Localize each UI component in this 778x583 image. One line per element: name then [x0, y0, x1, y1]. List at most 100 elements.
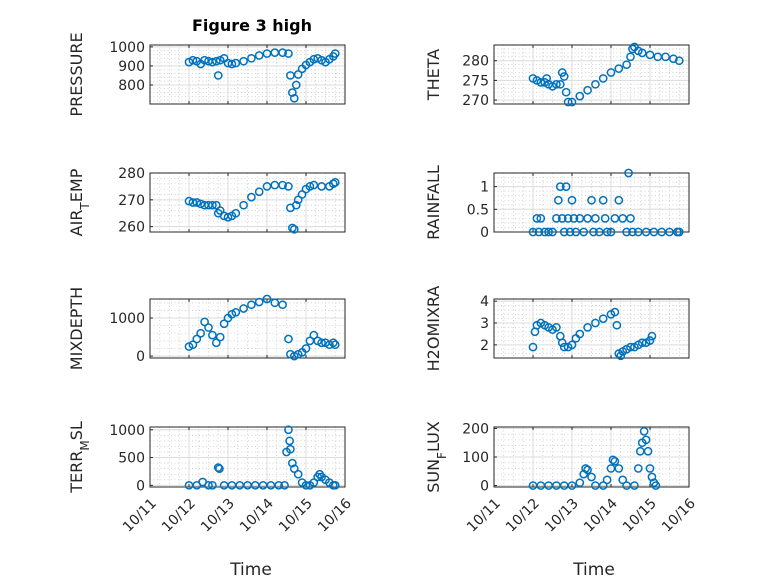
data-point: [608, 455, 618, 465]
data-point: [565, 227, 575, 237]
x-tick-label: 10/11: [464, 496, 504, 536]
data-point: [305, 182, 315, 191]
series-points: [184, 48, 340, 103]
data-point: [247, 192, 256, 202]
y-axis-label: PRESSURE: [67, 32, 86, 116]
data-point: [291, 200, 301, 210]
x-tick-label: 10/11: [120, 496, 160, 536]
y-tick-label: 900: [118, 59, 145, 75]
data-point: [645, 50, 655, 60]
data-point: [645, 336, 655, 345]
data-point: [575, 478, 585, 488]
data-point: [583, 85, 592, 95]
x-tick-label: 10/15: [276, 496, 316, 536]
data-point: [288, 458, 297, 468]
data-point: [544, 227, 553, 237]
data-point: [270, 298, 280, 308]
panel-air-temp: 260 270 280 AIRTEMP: [67, 166, 346, 236]
data-point: [591, 318, 600, 328]
data-point: [591, 79, 600, 89]
data-point: [284, 334, 293, 344]
data-point: [598, 481, 608, 490]
data-point: [330, 49, 340, 58]
data-point: [567, 195, 577, 205]
data-point: [637, 338, 647, 348]
panel-sun-flux: 0 100 200 10/11 10/12 10/13 10/14 10/15 10/16 SUN…: [424, 421, 699, 535]
series-points: [528, 42, 684, 107]
y-tick-label: 0: [480, 479, 489, 495]
data-point: [602, 475, 612, 485]
data-point: [626, 342, 635, 352]
y-tick-label: 1000: [109, 311, 145, 327]
data-point: [254, 187, 264, 197]
data-point: [561, 182, 571, 191]
data-point: [555, 182, 565, 191]
y-tick-label: 280: [118, 166, 145, 182]
data-point: [639, 426, 649, 436]
y-tick-label: 0: [136, 478, 145, 494]
x-tick-label: 10/14: [237, 496, 277, 536]
y-tick-label: 0: [480, 225, 489, 241]
data-point: [288, 88, 297, 97]
data-point: [213, 71, 223, 80]
data-point: [328, 179, 338, 189]
series-points: [184, 178, 340, 234]
data-point: [208, 57, 217, 67]
data-point: [213, 463, 223, 472]
data-point: [293, 70, 303, 79]
data-point: [563, 97, 573, 107]
panel-terr-msl: 0 500 1000 10/11 10/12 10/13 10/14 10/15 10/16 TE…: [67, 421, 355, 535]
y-tick-label: 275: [462, 73, 489, 89]
data-point: [289, 464, 299, 474]
data-point: [610, 456, 620, 466]
data-point: [598, 74, 608, 83]
data-point: [624, 168, 633, 178]
panel-pressure: 800 900 1000 PRESSURE: [67, 32, 346, 117]
data-point: [291, 80, 301, 90]
data-point: [641, 435, 651, 445]
y-axis-label: MIXDEPTH: [67, 287, 86, 370]
data-point: [528, 342, 538, 352]
data-point: [561, 87, 571, 97]
data-point: [286, 444, 295, 454]
data-point: [626, 52, 635, 62]
data-point: [622, 227, 631, 237]
data-point: [188, 340, 198, 350]
data-point: [591, 214, 600, 223]
y-tick-label: 1: [480, 180, 489, 196]
data-point: [239, 304, 248, 313]
y-tick-label: 500: [118, 451, 145, 467]
data-point: [188, 55, 198, 65]
data-point: [602, 227, 612, 237]
panel-theta: 270 275 280 THETA: [424, 42, 690, 109]
x-axis-label-left: Time: [229, 560, 272, 580]
data-point: [579, 227, 589, 237]
data-point: [219, 319, 229, 329]
y-tick-label: 0: [136, 349, 145, 365]
data-point: [569, 214, 579, 223]
data-point: [317, 338, 326, 348]
data-point: [536, 214, 546, 223]
y-tick-label: 200: [462, 421, 489, 437]
data-point: [309, 330, 319, 340]
series-points: [528, 168, 684, 237]
data-point: [622, 60, 631, 70]
series-points: [184, 294, 340, 361]
data-point: [628, 44, 637, 54]
data-point: [293, 469, 303, 479]
data-point: [204, 480, 213, 490]
y-axis-label: TERRMSL: [67, 421, 92, 494]
plot-area: [149, 44, 346, 105]
data-point: [301, 344, 311, 353]
data-point: [575, 329, 585, 339]
data-point: [208, 330, 217, 340]
data-point: [301, 480, 311, 490]
data-point: [262, 182, 272, 191]
data-point: [274, 480, 284, 490]
data-point: [184, 196, 194, 206]
data-point: [557, 214, 567, 223]
x-tick-label: 10/13: [542, 496, 582, 536]
data-point: [215, 332, 225, 342]
data-point: [196, 328, 206, 338]
